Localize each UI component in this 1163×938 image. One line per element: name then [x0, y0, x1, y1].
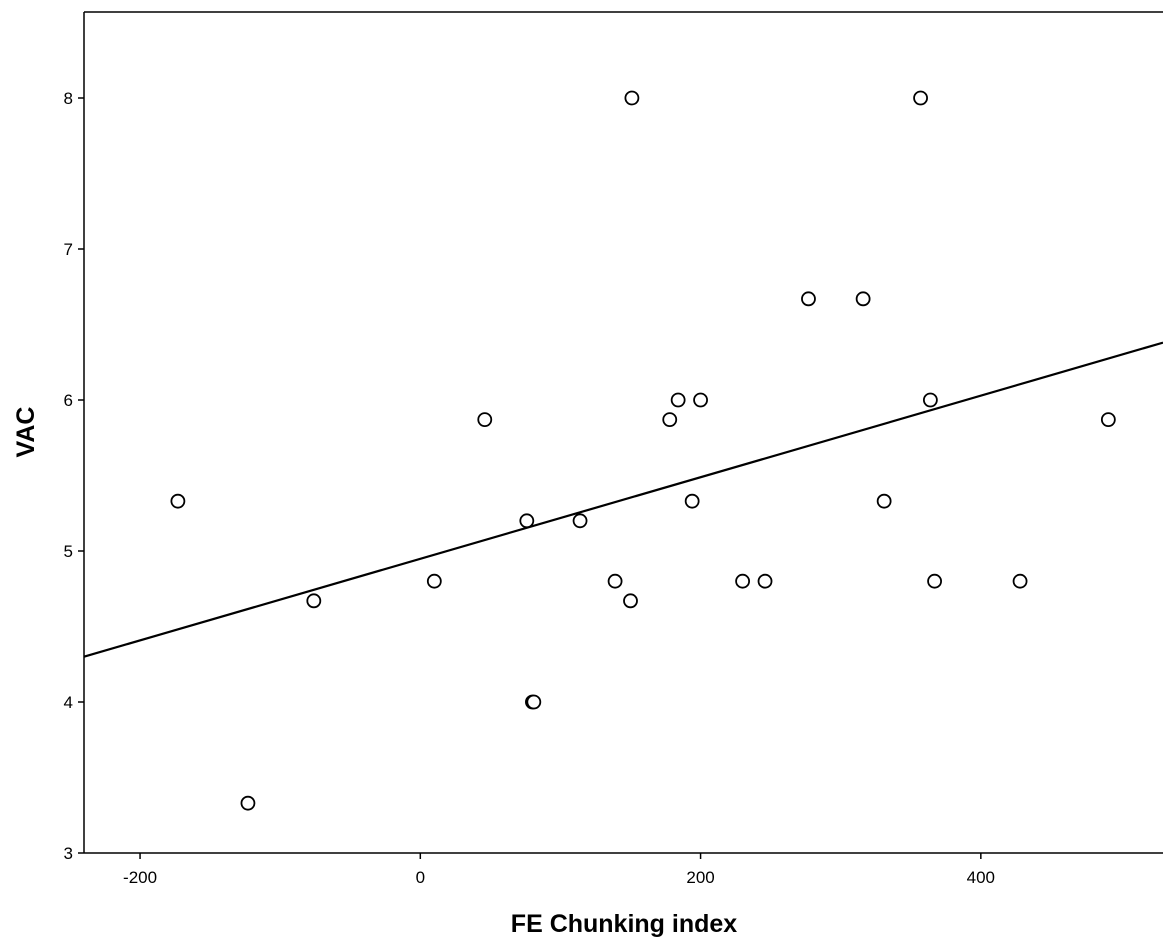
y-tick-label: 6 [64, 391, 73, 410]
data-point [624, 90, 640, 106]
y-axis-title: VAC [12, 407, 40, 458]
data-points [170, 90, 1116, 811]
data-point [170, 493, 186, 509]
data-point [757, 573, 773, 589]
fit-line [83, 341, 1163, 658]
data-point [526, 694, 542, 710]
y-tick-label: 8 [64, 89, 73, 108]
x-axis-ticks: -200 0 200 400 [123, 853, 995, 887]
y-tick-label: 4 [64, 693, 73, 712]
data-point [922, 392, 938, 408]
data-point [477, 412, 493, 428]
data-point [670, 392, 686, 408]
data-point [684, 493, 700, 509]
data-point [240, 795, 256, 811]
data-point [662, 412, 678, 428]
y-tick-label: 7 [64, 240, 73, 259]
data-point [1012, 573, 1028, 589]
data-point [1100, 412, 1116, 428]
y-tick-label: 3 [64, 844, 73, 863]
data-point [693, 392, 708, 408]
data-point [927, 573, 942, 589]
data-point [519, 513, 535, 529]
data-point [855, 291, 871, 307]
x-tick-label: 400 [967, 868, 995, 887]
data-point [623, 593, 638, 609]
x-axis-title: FE Chunking index [511, 910, 737, 938]
data-point [735, 573, 751, 589]
data-point [306, 593, 322, 609]
data-point [426, 573, 442, 589]
data-point [607, 573, 623, 589]
y-tick-label: 5 [64, 542, 73, 561]
data-point [572, 513, 588, 529]
data-point [913, 90, 928, 106]
x-tick-label: 0 [416, 868, 425, 887]
data-point [801, 291, 816, 307]
x-tick-label: -200 [123, 868, 157, 887]
y-axis-ticks: 3 4 5 6 7 8 [64, 89, 84, 863]
x-tick-label: 200 [686, 868, 714, 887]
data-point [876, 493, 892, 509]
